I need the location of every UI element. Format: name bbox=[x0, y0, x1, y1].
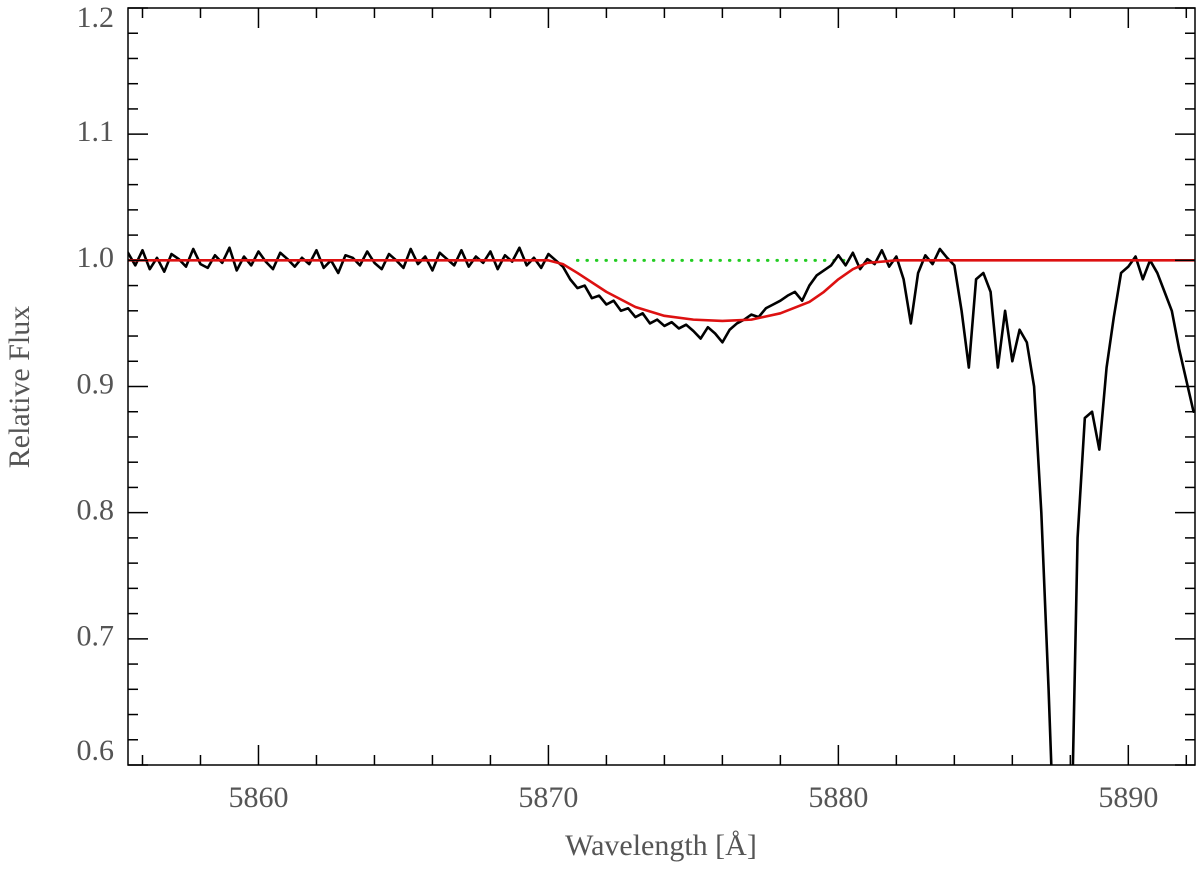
x-tick-label: 5890 bbox=[1098, 781, 1158, 814]
y-tick-label: 1.0 bbox=[77, 241, 115, 274]
x-tick-label: 5870 bbox=[518, 781, 578, 814]
axes: 5860 5870 5880 5890 0.6 0.7 0.8 0.9 1.0 1.1 1.2 bbox=[77, 1, 1195, 814]
y-tick-label: 0.6 bbox=[77, 734, 115, 767]
x-tick-label: 5860 bbox=[228, 781, 288, 814]
y-tick-label: 1.1 bbox=[77, 115, 115, 148]
y-tick-label: 1.2 bbox=[77, 1, 115, 34]
y-tick-label: 0.7 bbox=[77, 620, 115, 653]
x-axis-label: Wavelength [Å] bbox=[565, 829, 757, 862]
series-line bbox=[128, 259, 1195, 323]
plot-area bbox=[128, 246, 1195, 765]
y-axis-label: Relative Flux bbox=[3, 306, 36, 468]
y-tick-label: 0.9 bbox=[77, 367, 115, 400]
y-tick-label: 0.8 bbox=[77, 494, 115, 527]
x-tick-label: 5880 bbox=[808, 781, 868, 814]
